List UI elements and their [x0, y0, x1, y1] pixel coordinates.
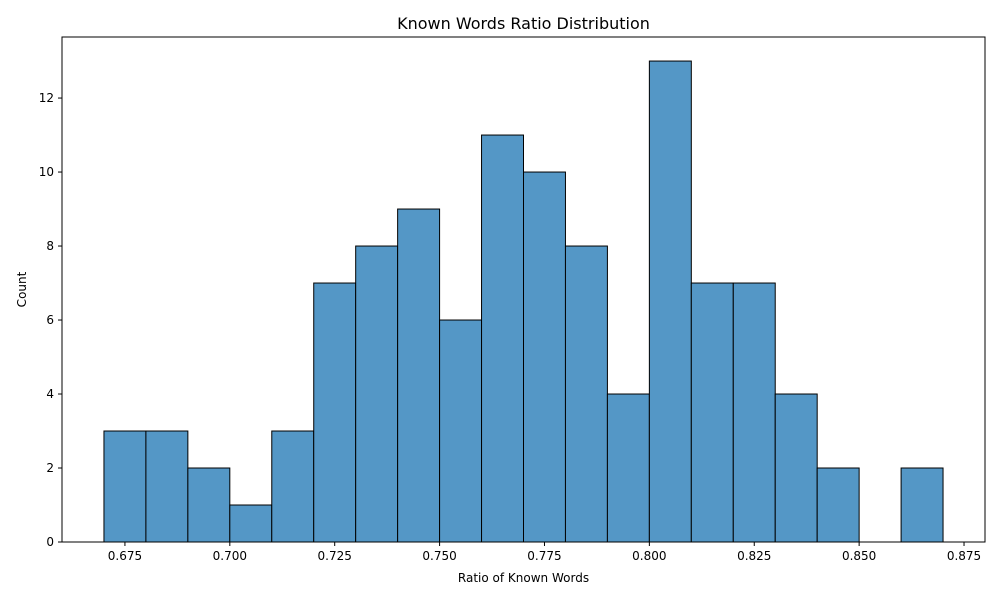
- x-axis-label: Ratio of Known Words: [458, 571, 589, 585]
- histogram-bar: [816, 467, 860, 543]
- y-tick-label: 0: [46, 535, 54, 549]
- histogram-bar: [732, 282, 776, 543]
- y-tick-label: 4: [46, 387, 54, 401]
- histogram-bar: [648, 60, 692, 543]
- histogram-bar: [397, 208, 441, 543]
- y-axis-ticks: 0 2 4 6 8 10 12: [39, 91, 62, 549]
- chart-title: Known Words Ratio Distribution: [397, 14, 650, 33]
- histogram-bar: [229, 504, 273, 543]
- x-tick-label: 0.875: [947, 549, 981, 563]
- x-tick-label: 0.775: [527, 549, 561, 563]
- x-tick-label: 0.850: [842, 549, 876, 563]
- histogram-bar: [481, 134, 524, 543]
- x-tick-label: 0.750: [422, 549, 456, 563]
- histogram-bar: [523, 171, 566, 543]
- y-tick-label: 12: [39, 91, 54, 105]
- x-tick-label: 0.725: [318, 549, 352, 563]
- x-axis-ticks: 0.675 0.700 0.725 0.750 0.775 0.800 0.825 0.850…: [108, 542, 981, 563]
- histogram-bar: [355, 245, 399, 543]
- histogram-bar: [774, 393, 818, 543]
- x-tick-label: 0.825: [737, 549, 771, 563]
- histogram-bar: [271, 430, 315, 543]
- plot-frame: [61, 36, 986, 543]
- histogram-bar: [313, 282, 357, 543]
- histogram-bar: [103, 430, 147, 543]
- y-axis-label: Count: [15, 271, 29, 307]
- y-tick-label: 10: [39, 165, 54, 179]
- histogram-bar: [564, 245, 608, 543]
- histogram-bar: [187, 467, 231, 543]
- x-tick-label: 0.675: [108, 549, 142, 563]
- y-tick-label: 8: [46, 239, 54, 253]
- y-tick-label: 6: [46, 313, 54, 327]
- histogram-bar: [439, 319, 483, 543]
- x-tick-label: 0.800: [632, 549, 666, 563]
- x-tick-label: 0.700: [213, 549, 247, 563]
- histogram-bar: [900, 467, 944, 543]
- bars-group: [103, 60, 944, 543]
- y-tick-label: 2: [46, 461, 54, 475]
- histogram-bar: [145, 430, 189, 543]
- histogram-bar: [690, 282, 734, 543]
- histogram-bar: [606, 393, 650, 543]
